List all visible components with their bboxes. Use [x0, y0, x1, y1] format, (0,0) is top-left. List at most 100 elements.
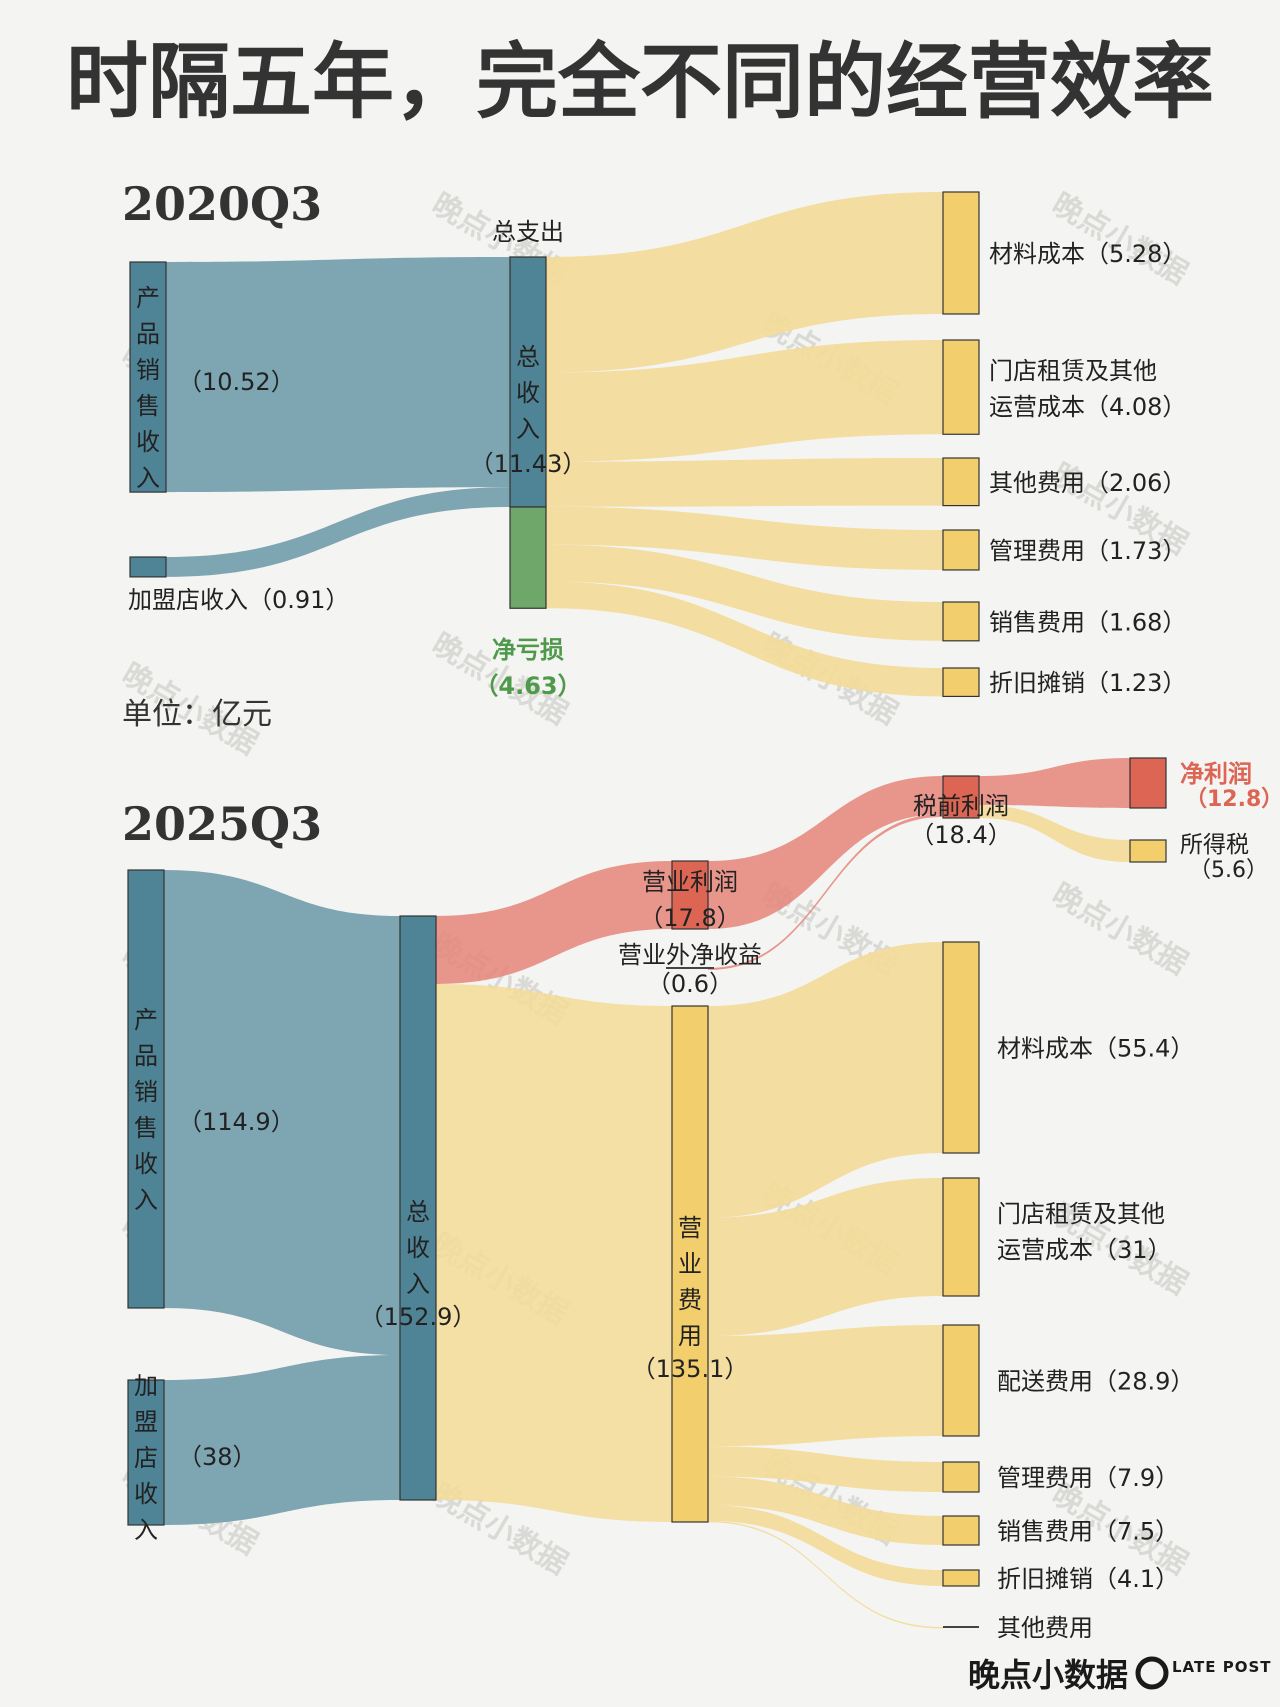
node-total-revenue [509, 256, 547, 508]
label-franchise: 加盟店收入（0.91） [128, 586, 349, 614]
flow-product-to-total [164, 870, 400, 1355]
node-material [942, 941, 980, 1154]
flow-franchise-to-total [166, 487, 510, 577]
label-rent: 门店租赁及其他 [989, 357, 1157, 385]
label-delivery: 配送费用（28.9） [997, 1368, 1194, 1396]
node-operating-profit [671, 860, 709, 930]
node-rent [942, 1177, 980, 1297]
label-net-profit: 净利润 [1180, 760, 1252, 788]
flow-nonop-to-pretax [708, 814, 943, 970]
brand-footer: 晚点小数据 LATE POST [968, 1656, 1271, 1694]
label-franchise: 加盟店收入 [134, 1372, 158, 1544]
label-material: 材料成本（55.4） [997, 1035, 1194, 1063]
flow-expense-rent [546, 340, 943, 462]
flow-expense-admin [708, 1446, 943, 1492]
label-product-sales: 产品销售收入 [134, 1006, 158, 1214]
label-rent-2: 运营成本（31） [997, 1236, 1172, 1264]
label-product-sales-value: （114.9） [178, 1108, 295, 1136]
period-label-2025q3: 2025Q3 [122, 797, 322, 851]
node-rent [942, 339, 980, 435]
label-rent: 门店租赁及其他 [997, 1200, 1165, 1228]
node-selling [942, 601, 980, 642]
node-product-sales [127, 869, 165, 1309]
label-income-tax-value: （5.6） [1189, 858, 1268, 883]
label-operating-expense: 营业费用 [678, 1214, 702, 1350]
node-depreciation [942, 667, 980, 698]
label-total-revenue-value: （152.9） [360, 1303, 477, 1331]
label-net-loss-value: （4.63） [474, 672, 581, 700]
flow-expense-other [546, 458, 943, 507]
label-total-revenue: 总收入 [406, 1198, 430, 1298]
flow-expense-material [546, 192, 943, 373]
label-franchise-value: （38） [178, 1443, 257, 1471]
label-depreciation: 折旧摊销（1.23） [989, 669, 1186, 697]
flow-franchise-to-total [164, 1355, 400, 1525]
page-title: 时隔五年，完全不同的经营效率 [66, 34, 1214, 130]
node-product-sales [129, 261, 167, 493]
node-material [942, 191, 980, 315]
node-admin [942, 1461, 980, 1493]
flow-total-to-operating-profit [436, 861, 672, 984]
flow-pretax-to-income-tax [979, 805, 1130, 862]
node-selling [942, 1515, 980, 1546]
label-product-sales-value: （10.52） [178, 368, 295, 396]
flow-expense-selling [546, 544, 943, 641]
flow-expense-depreciation [708, 1505, 943, 1586]
brand-name: 晚点小数据 [968, 1656, 1128, 1694]
label-total-revenue-value: （11.43） [470, 450, 587, 478]
label-total-revenue: 总收入 [516, 343, 540, 443]
node-net-profit [1129, 757, 1167, 809]
flow-product-to-total [166, 257, 510, 493]
node-pretax-profit [942, 775, 980, 819]
node-franchise [129, 556, 167, 578]
flow-expense-admin [546, 506, 943, 570]
label-total-expense: 总支出 [492, 218, 564, 246]
label-selling: 销售费用（7.5） [997, 1518, 1179, 1546]
label-pretax-profit-value: （18.4） [910, 821, 1011, 849]
label-material: 材料成本（5.28） [989, 240, 1186, 268]
node-depreciation [942, 1569, 980, 1587]
node-net-loss [509, 506, 547, 609]
node-operating-expense [671, 1005, 709, 1523]
label-depreciation: 折旧摊销（4.1） [997, 1565, 1179, 1593]
flow-expense-delivery [708, 1325, 943, 1447]
flow-expense-rent [708, 1178, 943, 1336]
label-operating-profit-value: （17.8） [639, 904, 740, 932]
label-non-operating-value: （0.6） [647, 970, 733, 998]
brand-logo-text: LATE POST [1172, 1658, 1271, 1676]
unit-label: 单位：亿元 [122, 697, 272, 732]
label-rent-2: 运营成本（4.08） [989, 393, 1186, 421]
label-net-loss: 净亏损 [492, 636, 564, 664]
label-other: 其他费用 [997, 1614, 1093, 1642]
label-admin: 管理费用（1.73） [989, 537, 1186, 565]
node-admin [942, 529, 980, 571]
label-product-sales: 产品销售收入 [136, 284, 160, 492]
label-selling: 销售费用（1.68） [989, 608, 1186, 636]
node-total-revenue [399, 915, 437, 1501]
label-operating-expense-value: （135.1） [632, 1355, 749, 1383]
period-label-2020q3: 2020Q3 [122, 177, 322, 231]
brand-logo-icon [1135, 1656, 1169, 1690]
flow-pretax-to-net-profit [979, 758, 1130, 808]
flow-expense-material [708, 942, 943, 1218]
label-net-profit-value: （12.8） [1185, 787, 1280, 812]
node-other [942, 457, 980, 507]
label-other: 其他费用（2.06） [989, 469, 1186, 497]
flow-expense-selling [708, 1476, 943, 1545]
node-delivery [942, 1324, 980, 1437]
label-operating-profit: 营业利润 [642, 868, 738, 896]
label-income-tax: 所得税 [1180, 832, 1249, 858]
label-non-operating: 营业外净收益 [618, 941, 762, 969]
flow-operating-to-pretax [708, 776, 943, 929]
flow-expense-depreciation [546, 581, 943, 697]
node-income-tax [1129, 839, 1167, 863]
flow-total-to-operating-expense [436, 983, 672, 1522]
watermark-text: 晚点小数据 [1046, 877, 1193, 982]
flow-expense-other [708, 1520, 943, 1629]
node-franchise [127, 1379, 165, 1526]
label-admin: 管理费用（7.9） [997, 1464, 1179, 1492]
label-pretax-profit: 税前利润 [913, 792, 1009, 820]
